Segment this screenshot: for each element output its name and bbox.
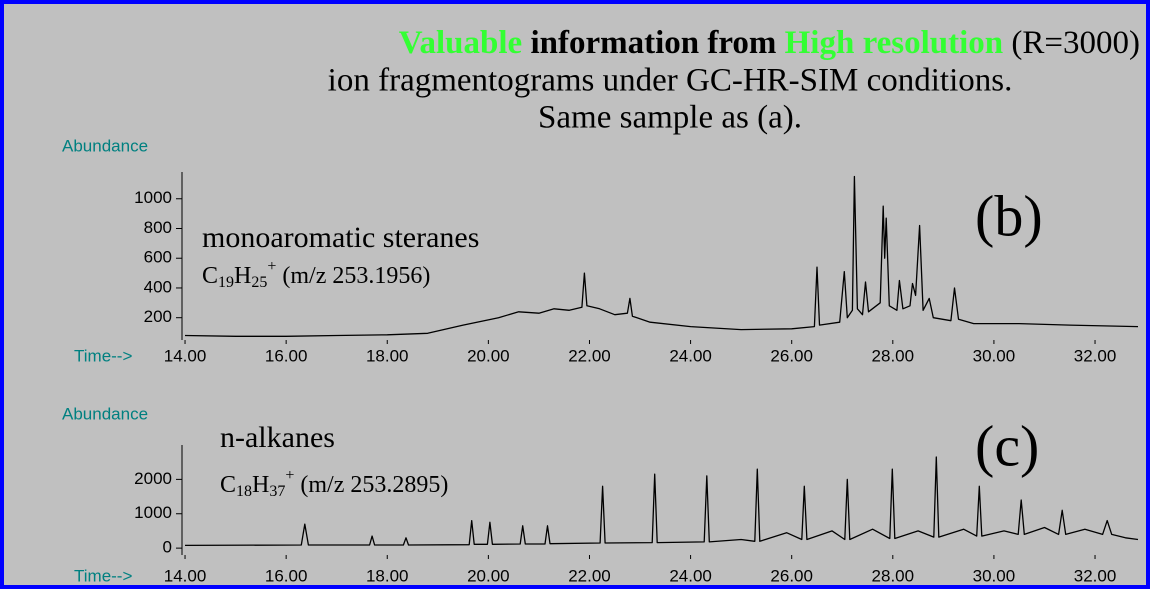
y-tick-label: 2000 — [134, 469, 172, 488]
y-tick-label: 1000 — [134, 188, 172, 207]
x-tick-label: 14.00 — [164, 346, 207, 365]
y-tick-label: 600 — [144, 248, 172, 267]
title-part: (R=3000) — [1003, 25, 1140, 61]
x-tick-label: 32.00 — [1074, 346, 1117, 365]
formula-part: 18 — [236, 483, 252, 500]
formula-part: 19 — [218, 274, 234, 291]
title-part: information from — [522, 25, 784, 61]
formula-part: C — [202, 263, 218, 289]
trace — [184, 175, 1139, 337]
formula-part: H — [234, 263, 251, 289]
formula-part: C — [220, 472, 236, 498]
y-tick-label: 200 — [144, 307, 172, 326]
subtitle: Same sample as (a). — [538, 100, 802, 136]
x-tick-label: 18.00 — [366, 566, 409, 585]
compound: n-alkanes — [220, 421, 335, 454]
title-part: High resolution — [785, 25, 1004, 61]
y-tick-label: 0 — [163, 538, 172, 557]
panel-label: (c) — [975, 413, 1039, 478]
compound: monoaromatic steranes — [202, 221, 479, 254]
title-part: Valuable — [399, 25, 523, 61]
x-tick-label: 26.00 — [770, 566, 813, 585]
formula-part: + — [285, 467, 294, 484]
x-tick-label: 16.00 — [265, 346, 308, 365]
y-tick-label: 800 — [144, 218, 172, 237]
title: Valuable information from High resolutio… — [399, 25, 1140, 61]
x-tick-label: 28.00 — [872, 566, 915, 585]
x-tick-label: 24.00 — [669, 566, 712, 585]
x-tick-label: 32.00 — [1074, 566, 1117, 585]
subtitle: ion fragmentograms under GC-HR-SIM condi… — [328, 63, 1013, 99]
trace — [184, 456, 1139, 547]
y-axis-label: Abundance — [62, 404, 148, 423]
formula-part: (m/z 253.2895) — [294, 472, 448, 498]
formula: C19H25+ (m/z 253.1956) — [202, 258, 430, 291]
x-tick-label: 30.00 — [973, 566, 1016, 585]
panel-label: (b) — [975, 183, 1043, 248]
x-axis-label: Time--> — [74, 346, 132, 365]
x-tick-label: 18.00 — [366, 346, 409, 365]
x-tick-label: 14.00 — [164, 566, 207, 585]
x-tick-label: 24.00 — [669, 346, 712, 365]
x-tick-label: 22.00 — [568, 346, 611, 365]
formula: C18H37+ (m/z 253.2895) — [220, 467, 448, 500]
y-axis-label: Abundance — [62, 136, 148, 155]
x-tick-label: 16.00 — [265, 566, 308, 585]
y-tick-label: 400 — [144, 277, 172, 296]
x-axis-label: Time--> — [74, 566, 132, 585]
y-tick-label: 1000 — [134, 503, 172, 522]
formula-part: 37 — [269, 483, 285, 500]
x-tick-label: 20.00 — [467, 346, 510, 365]
formula-part: 25 — [251, 274, 267, 291]
x-tick-label: 28.00 — [872, 346, 915, 365]
formula-part: + — [267, 258, 276, 275]
formula-part: H — [252, 472, 269, 498]
x-tick-label: 26.00 — [770, 346, 813, 365]
x-tick-label: 22.00 — [568, 566, 611, 585]
x-tick-label: 20.00 — [467, 566, 510, 585]
formula-part: (m/z 253.1956) — [276, 263, 430, 289]
x-tick-label: 30.00 — [973, 346, 1016, 365]
